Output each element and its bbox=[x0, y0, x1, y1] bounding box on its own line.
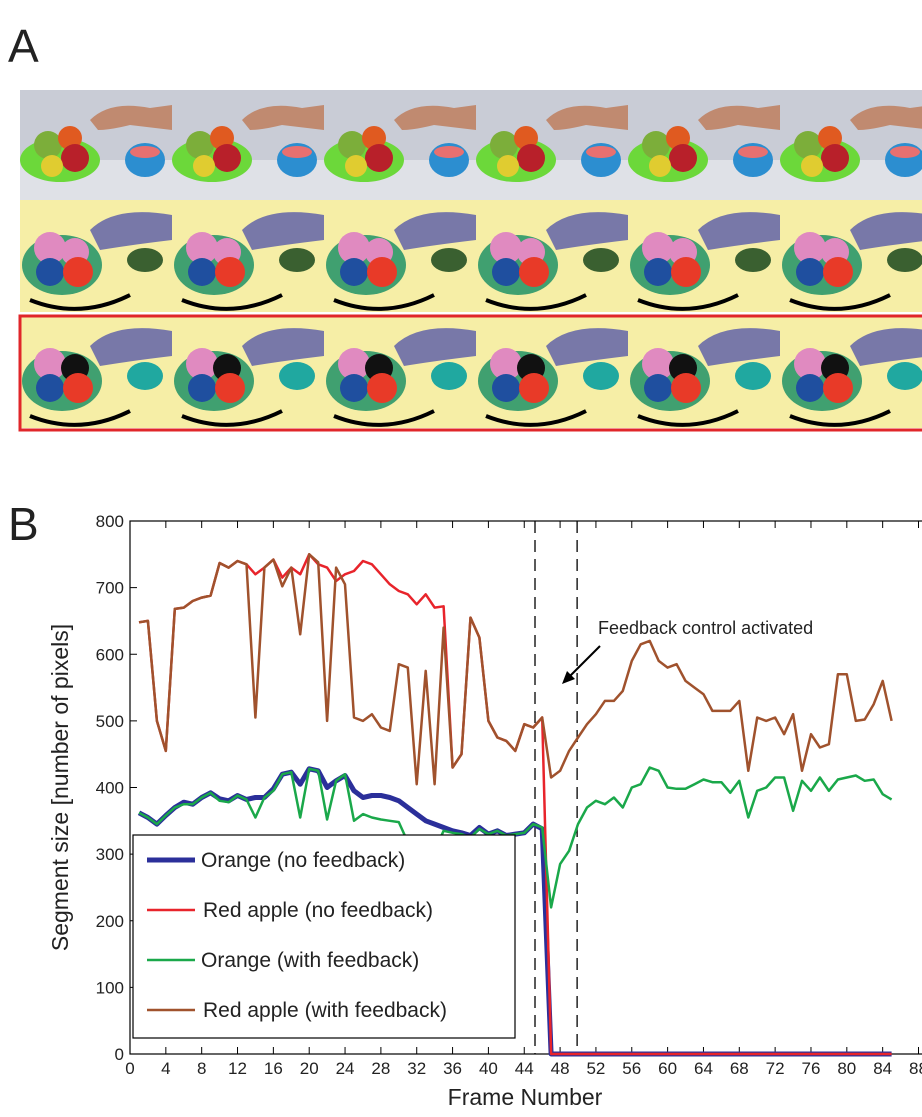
x-tick-label: 48 bbox=[551, 1059, 570, 1078]
x-tick-label: 20 bbox=[300, 1059, 319, 1078]
annotation-text: Feedback control activated bbox=[598, 618, 813, 638]
x-tick-label: 84 bbox=[873, 1059, 892, 1078]
legend-label: Orange (with feedback) bbox=[201, 949, 419, 972]
legend-label: Red apple (with feedback) bbox=[203, 999, 447, 1022]
x-tick-label: 32 bbox=[407, 1059, 426, 1078]
x-tick-label: 64 bbox=[694, 1059, 713, 1078]
y-tick-label: 400 bbox=[96, 779, 124, 798]
y-tick-label: 800 bbox=[96, 512, 124, 531]
y-tick-label: 0 bbox=[115, 1045, 124, 1064]
x-tick-label: 68 bbox=[730, 1059, 749, 1078]
figure: A B 010020030040050060070080004812162024… bbox=[0, 0, 922, 1117]
panel-label: B bbox=[8, 498, 39, 550]
x-tick-label: 80 bbox=[837, 1059, 856, 1078]
panel-label: A bbox=[8, 20, 39, 72]
annotation: Feedback control activated bbox=[562, 618, 813, 684]
x-tick-label: 0 bbox=[125, 1059, 134, 1078]
y-tick-label: 100 bbox=[96, 978, 124, 997]
y-tick-label: 500 bbox=[96, 712, 124, 731]
y-tick-label: 700 bbox=[96, 579, 124, 598]
x-tick-label: 24 bbox=[336, 1059, 355, 1078]
x-tick-label: 16 bbox=[264, 1059, 283, 1078]
x-tick-label: 60 bbox=[658, 1059, 677, 1078]
legend-label: Red apple (no feedback) bbox=[203, 899, 433, 922]
x-axis-label: Frame Number bbox=[448, 1084, 603, 1110]
x-tick-label: 72 bbox=[766, 1059, 785, 1078]
x-tick-label: 12 bbox=[228, 1059, 247, 1078]
y-tick-label: 200 bbox=[96, 912, 124, 931]
x-tick-label: 44 bbox=[515, 1059, 534, 1078]
x-tick-label: 8 bbox=[197, 1059, 206, 1078]
x-tick-label: 4 bbox=[161, 1059, 170, 1078]
series-line bbox=[139, 554, 892, 784]
y-tick-label: 600 bbox=[96, 645, 124, 664]
image-row-no-feedback bbox=[20, 200, 922, 312]
x-tick-label: 52 bbox=[586, 1059, 605, 1078]
image-row-original bbox=[20, 90, 922, 200]
y-tick-label: 300 bbox=[96, 845, 124, 864]
x-tick-label: 56 bbox=[622, 1059, 641, 1078]
x-tick-label: 40 bbox=[479, 1059, 498, 1078]
legend-label: Orange (no feedback) bbox=[201, 849, 405, 872]
x-tick-label: 28 bbox=[371, 1059, 390, 1078]
y-axis-label: Segment size [number of pixels] bbox=[47, 624, 73, 951]
image-row-with-feedback bbox=[20, 316, 922, 430]
x-tick-label: 36 bbox=[443, 1059, 462, 1078]
x-tick-label: 76 bbox=[802, 1059, 821, 1078]
x-tick-label: 88 bbox=[909, 1059, 922, 1078]
